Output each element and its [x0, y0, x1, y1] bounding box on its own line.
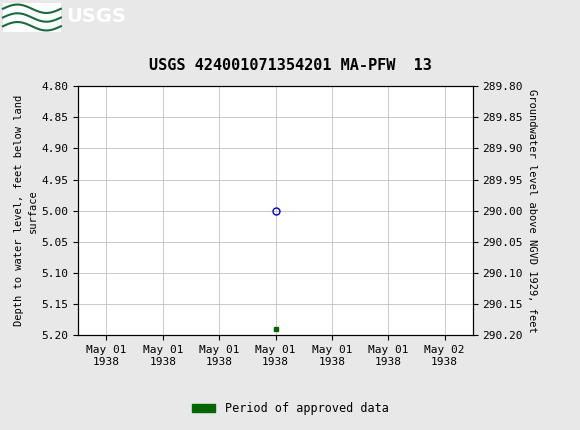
Text: USGS: USGS	[67, 7, 126, 26]
Text: USGS 424001071354201 MA-PFW  13: USGS 424001071354201 MA-PFW 13	[148, 58, 432, 73]
Y-axis label: Depth to water level, feet below land
surface: Depth to water level, feet below land su…	[14, 95, 38, 326]
Legend: Period of approved data: Period of approved data	[187, 397, 393, 420]
Y-axis label: Groundwater level above NGVD 1929, feet: Groundwater level above NGVD 1929, feet	[527, 89, 537, 332]
Bar	[3, 3, 61, 32]
